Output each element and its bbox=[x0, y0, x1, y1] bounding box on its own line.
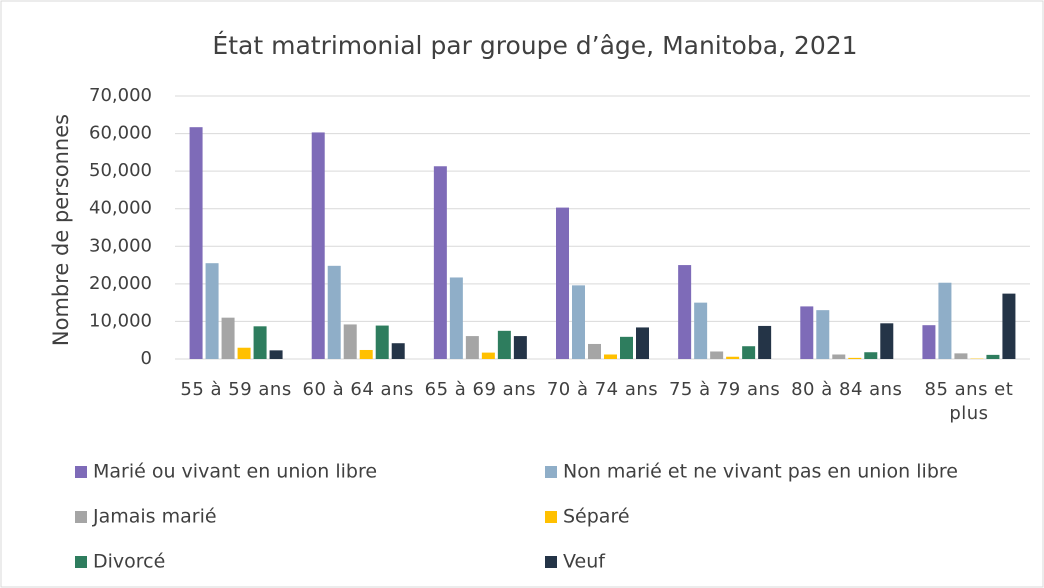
bar bbox=[481, 352, 495, 359]
bar bbox=[678, 265, 692, 359]
bar bbox=[800, 306, 814, 359]
bar bbox=[832, 354, 846, 359]
bar bbox=[710, 351, 724, 359]
chart-title: État matrimonial par groupe d’âge, Manit… bbox=[212, 31, 857, 60]
bar bbox=[189, 127, 203, 359]
legend-swatch bbox=[75, 511, 87, 523]
legend-swatch bbox=[545, 511, 557, 523]
y-tick-label: 20,000 bbox=[89, 273, 152, 294]
y-tick-label: 50,000 bbox=[89, 160, 152, 181]
bar bbox=[327, 265, 341, 359]
x-tick-label: 65 à 69 ans bbox=[424, 379, 536, 400]
x-tick-label: 55 à 59 ans bbox=[180, 379, 292, 400]
x-tick-label: 60 à 64 ans bbox=[302, 379, 414, 400]
bar bbox=[221, 317, 235, 359]
bar bbox=[205, 263, 219, 359]
bar bbox=[922, 325, 936, 359]
bar bbox=[375, 325, 389, 359]
bar bbox=[497, 330, 511, 359]
x-tick-label: 70 à 74 ans bbox=[546, 379, 659, 400]
legend-swatch bbox=[75, 556, 87, 568]
x-tick-label: 75 à 79 ans bbox=[668, 379, 781, 400]
y-axis-label: Nombre de personnes bbox=[49, 114, 73, 346]
bar bbox=[954, 353, 968, 359]
bar bbox=[572, 285, 585, 359]
bar bbox=[391, 343, 405, 359]
bar bbox=[604, 354, 617, 359]
bar bbox=[848, 357, 862, 359]
y-tick-label: 10,000 bbox=[89, 310, 152, 331]
legend-label: Divorcé bbox=[93, 551, 165, 573]
legend-label: Non marié et ne vivant pas en union libr… bbox=[563, 461, 958, 483]
bar bbox=[237, 347, 251, 359]
bar bbox=[588, 343, 601, 359]
legend-swatch bbox=[545, 466, 557, 478]
bar bbox=[556, 207, 569, 359]
y-tick-label: 70,000 bbox=[89, 85, 152, 106]
bar bbox=[726, 356, 740, 359]
bar bbox=[253, 326, 267, 359]
bar bbox=[620, 336, 633, 359]
legend-label: Séparé bbox=[563, 506, 630, 528]
legend-swatch bbox=[75, 466, 87, 478]
y-tick-label: 0 bbox=[141, 348, 152, 369]
x-tick-label: 85 ans et plus bbox=[924, 379, 1014, 424]
legend-label: Marié ou vivant en union libre bbox=[93, 461, 377, 483]
y-tick-label: 40,000 bbox=[89, 198, 152, 219]
bar bbox=[880, 323, 894, 359]
bar bbox=[513, 336, 527, 359]
bar bbox=[433, 166, 447, 359]
bar bbox=[636, 327, 649, 359]
legend-label: Jamais marié bbox=[92, 506, 217, 528]
y-tick-label: 30,000 bbox=[89, 235, 152, 256]
x-tick-label: 80 à 84 ans bbox=[791, 379, 903, 400]
bar bbox=[816, 310, 830, 359]
bar bbox=[742, 346, 756, 359]
legend-swatch bbox=[545, 556, 557, 568]
legend-label: Veuf bbox=[563, 551, 606, 573]
bar bbox=[465, 336, 479, 359]
bar bbox=[359, 349, 373, 359]
y-tick-label: 60,000 bbox=[89, 123, 152, 144]
bar bbox=[694, 302, 708, 359]
bar bbox=[311, 132, 325, 359]
bar bbox=[864, 352, 878, 359]
bar bbox=[269, 350, 283, 359]
bar bbox=[1002, 293, 1016, 359]
bar bbox=[986, 354, 1000, 359]
bar bbox=[938, 282, 952, 359]
bar bbox=[449, 277, 463, 359]
bar bbox=[758, 325, 772, 359]
bar bbox=[343, 324, 357, 359]
